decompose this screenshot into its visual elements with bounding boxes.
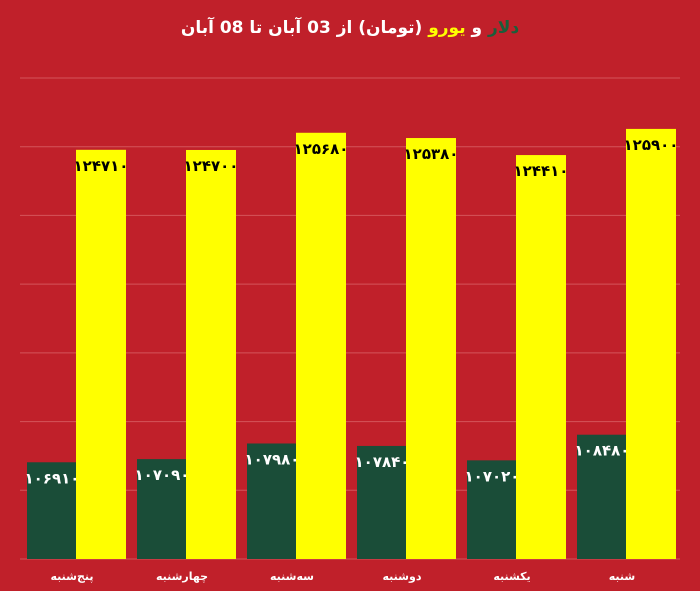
dollar-data-label: ۱۰۷۰۹۰ bbox=[135, 466, 190, 484]
category-label: شنبه bbox=[609, 570, 635, 583]
dollar-bar bbox=[467, 460, 517, 559]
category-label: یکشنبه bbox=[493, 570, 530, 583]
euro-data-label: ۱۲۴۴۱۰ bbox=[514, 162, 569, 180]
title-and-word: و bbox=[465, 18, 489, 38]
dollar-data-label: ۱۰۷۸۴۰ bbox=[355, 453, 410, 471]
title-dollar-word: دلار bbox=[488, 18, 520, 38]
dollar-data-label: ۱۰۷۹۸۰ bbox=[245, 450, 300, 468]
euro-bar bbox=[516, 155, 566, 560]
dollar-data-label: ۱۰۷۰۲۰ bbox=[465, 467, 520, 485]
dollar-data-label: ۱۰۶۹۱۰ bbox=[25, 469, 80, 487]
euro-bar bbox=[626, 128, 676, 559]
euro-bar bbox=[186, 149, 236, 559]
euro-data-label: ۱۲۴۷۰۰ bbox=[184, 157, 239, 175]
dollar-bar bbox=[357, 445, 407, 559]
category-label: چهارشنبه bbox=[156, 570, 208, 583]
dollar-bar bbox=[27, 462, 77, 559]
chart-title: دلار و یورو (تومان) از 03 آبان تا 08 آبا… bbox=[0, 18, 700, 38]
euro-bar bbox=[406, 138, 456, 559]
category-label: سه‌شنبه bbox=[270, 570, 314, 583]
euro-bar bbox=[76, 149, 126, 560]
title-rest: (تومان) از 03 آبان تا 08 آبان bbox=[180, 18, 429, 38]
dollar-bar bbox=[247, 443, 297, 559]
euro-data-label: ۱۲۴۷۱۰ bbox=[74, 157, 129, 175]
category-label: دوشنبه bbox=[383, 570, 422, 583]
dollar-data-label: ۱۰۸۴۸۰ bbox=[575, 442, 630, 460]
euro-data-label: ۱۲۵۳۸۰ bbox=[404, 145, 459, 163]
euro-data-label: ۱۲۵۹۰۰ bbox=[624, 136, 679, 154]
euro-data-label: ۱۲۵۶۸۰ bbox=[294, 140, 349, 158]
dollar-bar bbox=[577, 434, 627, 559]
category-label: پنج‌شنبه bbox=[50, 570, 93, 583]
dollar-bar bbox=[137, 459, 187, 559]
euro-bar bbox=[296, 132, 346, 559]
title-euro-word: یورو bbox=[428, 18, 466, 38]
